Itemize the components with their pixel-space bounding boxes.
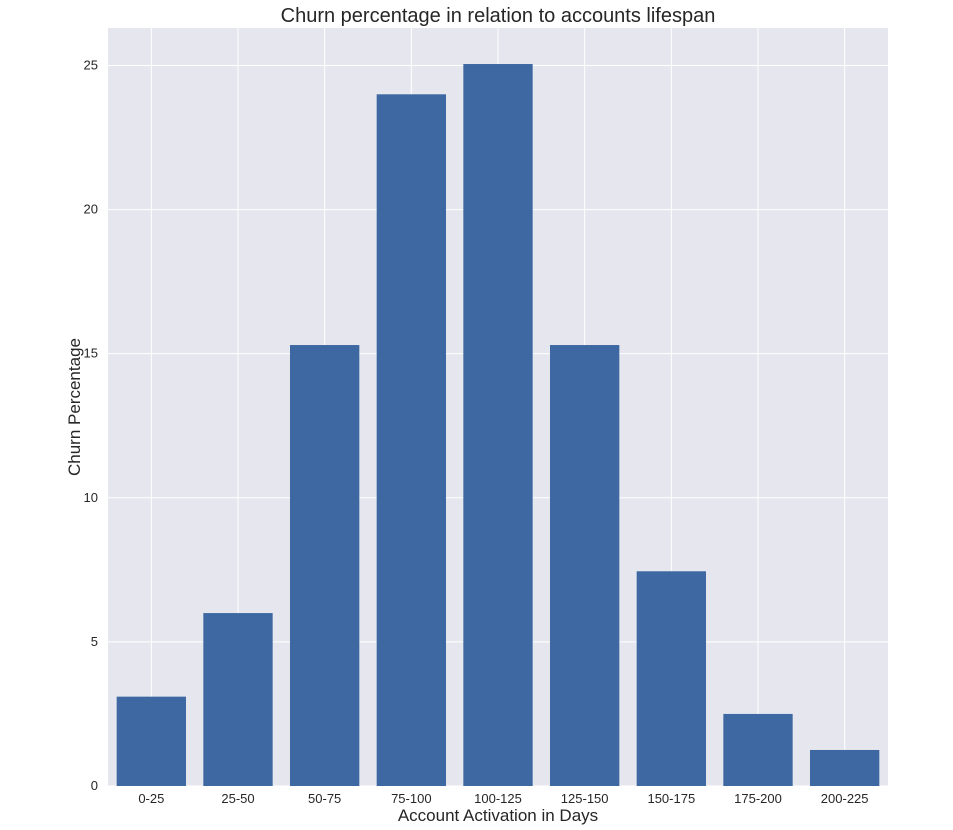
y-axis-label: Churn Percentage	[65, 338, 84, 476]
y-tick-label: 5	[91, 634, 98, 649]
x-tick-label: 0-25	[138, 791, 164, 806]
x-tick-label: 175-200	[734, 791, 782, 806]
x-tick-label: 75-100	[391, 791, 431, 806]
bar-50-75	[290, 345, 360, 786]
bar-75-100	[376, 94, 446, 787]
y-tick-label: 10	[84, 490, 98, 505]
bar-0-25	[116, 696, 186, 786]
x-tick-label: 200-225	[821, 791, 869, 806]
bar-150-175	[636, 571, 706, 786]
x-axis-label: Account Activation in Days	[398, 806, 598, 825]
x-tick-label: 150-175	[647, 791, 695, 806]
bar-175-200	[723, 713, 793, 786]
chart-title: Churn percentage in relation to accounts…	[281, 5, 716, 27]
bar-25-50	[203, 613, 273, 786]
y-tick-label: 25	[84, 57, 98, 72]
x-tick-label: 50-75	[308, 791, 341, 806]
bars	[116, 64, 880, 787]
y-tick-label: 0	[91, 778, 98, 793]
y-tick-labels: 0 5 10 15 20 25	[84, 57, 98, 793]
x-tick-label: 100-125	[474, 791, 522, 806]
y-tick-label: 15	[84, 346, 98, 361]
x-tick-labels: 0-25 25-50 50-75 75-100 100-125 125-150 150-17…	[138, 791, 868, 806]
bar-100-125	[463, 64, 533, 787]
y-tick-label: 20	[84, 202, 98, 217]
bar-125-150	[550, 345, 620, 786]
x-tick-label: 25-50	[221, 791, 254, 806]
bar-200-225	[810, 749, 880, 786]
x-tick-label: 125-150	[561, 791, 609, 806]
